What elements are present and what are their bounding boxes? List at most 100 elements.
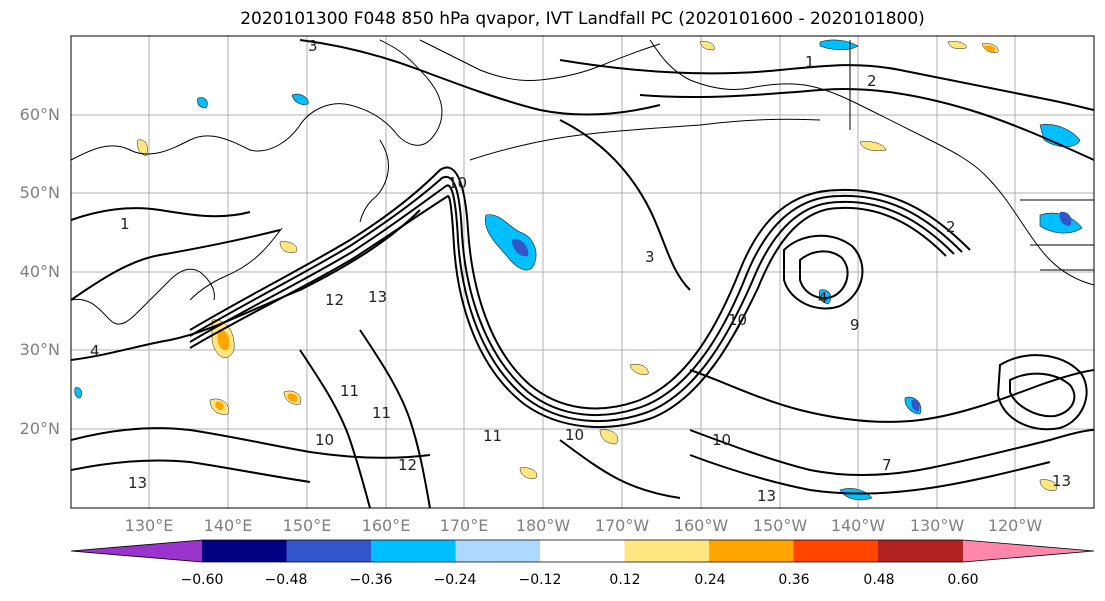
qvapor-strong-negative-patch: [911, 399, 920, 412]
map-frame: [70, 35, 1095, 509]
map-panel: 3 1 2 1 10 13 12 3 2 4 10 11 13 11 10 11…: [71, 36, 1094, 508]
colorbar-tick-labels: −0.60 −0.48 −0.36 −0.24 −0.12 0.12 0.24 …: [181, 572, 979, 588]
qvapor-positive-patch: [699, 41, 715, 51]
contour-line: [71, 459, 311, 483]
qvapor-positive-patch: [859, 141, 887, 151]
qvapor-positive-patch: [599, 429, 618, 445]
contour-line: [559, 439, 681, 499]
colorbar-outline: [70, 539, 1095, 563]
contour-line: [689, 429, 1094, 477]
qvapor-negative-patch: [197, 97, 208, 109]
contour-line: [299, 39, 661, 116]
contour-label: 3: [645, 248, 655, 266]
lat-tick-label: 40°N: [20, 262, 60, 281]
lon-tick-label: 130°W: [910, 516, 965, 535]
contour-label: 13: [757, 487, 776, 505]
colorbar-tick-label: −0.24: [434, 572, 477, 588]
contour-line: [783, 234, 864, 310]
contour-label: 11: [372, 404, 391, 422]
contour-label: 10: [565, 426, 584, 444]
colorbar-tick-label: −0.12: [519, 572, 562, 588]
contour-label: 7: [882, 456, 892, 474]
longitude-axis: 130°E 140°E 150°E 160°E 170°E 180°W 170°…: [125, 516, 1043, 535]
contour-label: 10: [315, 431, 334, 449]
contour-label: 12: [325, 291, 344, 309]
contour-line: [71, 427, 431, 459]
lon-tick-label: 160°W: [674, 516, 729, 535]
qvapor-positive-patch: [519, 467, 538, 479]
lon-tick-label: 170°W: [595, 516, 650, 535]
contour-label: 11: [340, 382, 359, 400]
colorbar-segment: [455, 540, 541, 562]
lon-tick-label: 140°W: [831, 516, 886, 535]
colorbar-segment: [963, 540, 1094, 562]
qvapor-strong-negative-patch: [512, 239, 529, 257]
state-borders: [1020, 199, 1094, 271]
contour-line: [189, 166, 971, 410]
lon-tick-label: 130°E: [125, 516, 174, 535]
contour-line: [799, 250, 849, 299]
qvapor-positive-patch: [947, 41, 967, 49]
latitude-axis: 60°N 50°N 40°N 30°N 20°N: [20, 105, 60, 438]
siberia-coastline: [419, 39, 661, 81]
contour-label: 10: [728, 311, 747, 329]
contour-label: 4: [818, 289, 828, 307]
plot-title: 2020101300 F048 850 hPa qvapor, IVT Land…: [240, 9, 925, 29]
lon-tick-label: 120°W: [988, 516, 1043, 535]
lat-tick-label: 60°N: [20, 105, 60, 124]
kamchatka-coastline: [359, 139, 389, 223]
qvapor-strong-positive-patch: [217, 329, 230, 351]
contour-label: 1: [120, 215, 130, 233]
colorbar-segment: [202, 540, 287, 562]
colorbar-segment: [371, 540, 456, 562]
lon-tick-label: 170°E: [440, 516, 489, 535]
contour-line: [559, 119, 691, 291]
contour-label: 13: [1052, 472, 1071, 490]
colorbar: [70, 539, 1095, 563]
qvapor-strong-negative-patch: [1059, 211, 1072, 226]
contour-label: 1: [805, 53, 815, 71]
contour-label: 9: [850, 316, 860, 334]
ivt-contours: [71, 39, 1094, 508]
lat-tick-label: 50°N: [20, 183, 60, 202]
lon-tick-label: 140°E: [204, 516, 253, 535]
contour-line: [559, 59, 1094, 111]
colorbar-segment: [286, 540, 372, 562]
lon-tick-label: 160°E: [362, 516, 411, 535]
colorbar-tick-label: −0.36: [350, 572, 393, 588]
contour-line: [189, 184, 955, 423]
contour-line: [639, 88, 1094, 161]
qvapor-negative-patch: [485, 214, 537, 271]
qvapor-negative-patch: [818, 289, 832, 305]
colorbar-tick-label: −0.60: [181, 572, 224, 588]
contour-line: [689, 369, 1094, 423]
contour-label: 3: [308, 37, 318, 55]
contour-label: 10: [448, 174, 467, 192]
lat-tick-label: 20°N: [20, 419, 60, 438]
contour-label: 13: [128, 474, 147, 492]
qvapor-negative-patch: [74, 387, 82, 399]
contour-labels: 3 1 2 1 10 13 12 3 2 4 10 11 13 11 10 11…: [90, 37, 1071, 505]
qvapor-strong-positive-patch: [215, 401, 224, 410]
contour-label: 2: [867, 72, 877, 90]
coastlines: [71, 39, 1094, 325]
colorbar-segment: [71, 540, 202, 562]
contour-line: [71, 209, 421, 361]
lon-tick-label: 150°E: [283, 516, 332, 535]
contour-label: 2: [946, 218, 956, 236]
contour-line: [1009, 372, 1076, 418]
contour-label: 10: [712, 431, 731, 449]
contour-line: [996, 354, 1088, 431]
contour-label: 12: [398, 456, 417, 474]
asia-coastline: [71, 39, 443, 161]
contour-label: 13: [368, 288, 387, 306]
contour-line: [189, 175, 963, 417]
contour-line: [71, 229, 281, 301]
contour-line: [299, 349, 371, 508]
qvapor-negative-patch: [291, 93, 309, 105]
qvapor-negative-patch: [819, 39, 859, 51]
contour-label: 4: [90, 342, 100, 360]
colorbar-tick-label: −0.48: [265, 572, 308, 588]
colorbar-tick-label: 0.48: [863, 572, 894, 588]
qvapor-strong-positive-patch: [287, 393, 298, 402]
